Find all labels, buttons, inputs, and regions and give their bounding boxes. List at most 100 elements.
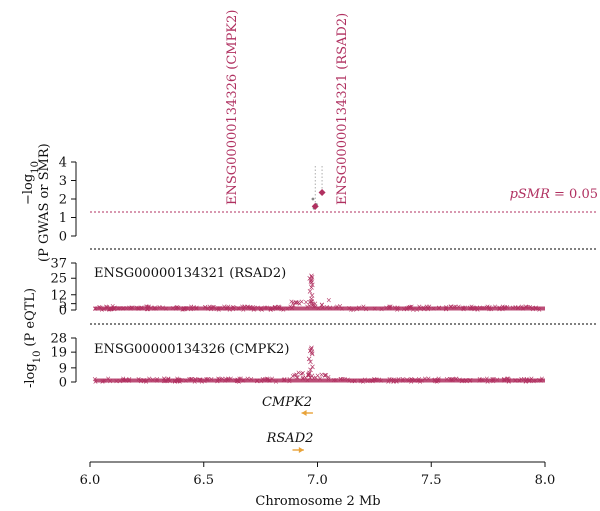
eqtl-point: ×: [300, 374, 306, 382]
eqtl-point: ×: [291, 301, 297, 309]
eqtl-baseline-band: [94, 378, 546, 383]
ylabel-gwas-rest: (P GWAS or SMR): [37, 143, 52, 262]
ylabel-eqtl: -log10 (P eQTL): [23, 288, 43, 388]
eqtl-peak-point: ×: [306, 354, 313, 363]
gwas-point: [311, 197, 315, 201]
eqtl-baseline-band: [94, 306, 546, 311]
y-tick-label-0-3: 3: [59, 174, 67, 189]
eqtl-point: ×: [295, 374, 301, 382]
eqtl-point: ×: [326, 373, 332, 381]
eqtl-point: ×: [293, 299, 299, 307]
eqtl-peak-point: ×: [307, 277, 314, 286]
y-tick-label-1-2: 12: [50, 288, 67, 303]
ylabel-gwas: −log10: [21, 161, 41, 205]
y-tick-label-1-1: 5: [59, 297, 67, 312]
eqtl-point: ×: [319, 302, 325, 310]
y-tick-label-1-0: 0: [59, 304, 67, 319]
eqtl-peak-point: ×: [307, 347, 314, 356]
eqtl-point: ×: [294, 374, 300, 382]
x-tick-label-4: 8.0: [535, 473, 556, 488]
eqtl-point: ×: [306, 372, 312, 380]
eqtl-point: ×: [297, 300, 303, 308]
x-tick-label-1: 6.5: [193, 473, 214, 488]
y-tick-label-2-0: 0: [59, 376, 67, 391]
y-tick-label-0-0: 0: [59, 230, 67, 245]
gene-arrow-head-cmpk2: [301, 410, 307, 416]
eqtl-point: ×: [307, 302, 313, 310]
eqtl-peak-point: ×: [309, 281, 316, 290]
eqtl-peak-point: ×: [309, 300, 316, 309]
ylabel-gwas-sub: 10: [30, 161, 41, 174]
eqtl-point: ×: [322, 372, 328, 380]
eqtl-point: ×: [294, 299, 300, 307]
eqtl-peak-point: ×: [306, 274, 313, 283]
eqtl-peak-point: ×: [308, 297, 315, 306]
eqtl-point: ×: [313, 374, 319, 382]
eqtl-peak-point: ×: [309, 301, 316, 310]
eqtl-peak-point: ×: [308, 295, 315, 304]
eqtl-point: ×: [295, 299, 301, 307]
eqtl-peak-point: ×: [307, 373, 314, 382]
eqtl-point: ×: [293, 371, 299, 379]
panel-title-cmpk2: ENSG00000134326 (CMPK2): [94, 342, 289, 357]
smr-point: [311, 202, 319, 210]
eqtl-peak-point: ×: [306, 369, 313, 378]
gene-arrow-head-rsad2: [298, 447, 304, 453]
eqtl-point: ×: [303, 374, 309, 382]
xlabel: Chromosome 2 Mb: [255, 494, 380, 509]
y-tick-label-2-3: 28: [50, 332, 67, 347]
psmr-label-suffix: = 0.05: [550, 187, 598, 202]
x-tick-label-3: 7.5: [421, 473, 442, 488]
eqtl-point: ×: [319, 371, 325, 379]
psmr-threshold-label: pSMR = 0.05: [510, 187, 598, 202]
y-tick-label-1-3: 25: [50, 272, 67, 287]
eqtl-point: ×: [300, 369, 306, 377]
ylabel-gwas-main: −log: [21, 174, 36, 205]
eqtl-point: ×: [291, 371, 297, 379]
eqtl-point: ×: [326, 296, 332, 304]
eqtl-point: ×: [312, 300, 318, 308]
eqtl-peak-point: ×: [308, 278, 315, 287]
eqtl-point: ×: [307, 298, 313, 306]
ylabel-eqtl-main: -log: [23, 363, 38, 388]
y-tick-label-0-1: 1: [59, 211, 67, 226]
eqtl-point: ×: [315, 372, 321, 380]
x-tick-label-2: 7.0: [307, 473, 328, 488]
eqtl-point: ×: [292, 299, 298, 307]
gene-label-cmpk2: CMPK2: [262, 395, 312, 410]
panel-title-rsad2: ENSG00000134321 (RSAD2): [94, 266, 286, 281]
eqtl-point: ×: [290, 299, 296, 307]
y-tick-label-0-2: 2: [59, 193, 67, 208]
y-tick-label-2-2: 19: [50, 346, 67, 361]
eqtl-peak-point: ×: [309, 350, 316, 359]
smr-point: [318, 189, 326, 197]
ylabel-eqtl-rest: (P eQTL): [23, 288, 38, 347]
eqtl-point: ×: [323, 371, 329, 379]
eqtl-point: ×: [299, 298, 305, 306]
eqtl-peak-point: ×: [308, 343, 315, 352]
eqtl-peak-point: ×: [309, 372, 316, 381]
eqtl-point: ×: [322, 372, 328, 380]
gene-label-rsad2: RSAD2: [266, 431, 314, 446]
eqtl-point: ×: [305, 371, 311, 379]
eqtl-point: ×: [289, 298, 295, 306]
eqtl-peak-point: ×: [307, 365, 314, 374]
ylabel-eqtl-sub: 10: [32, 351, 43, 364]
eqtl-peak-point: ×: [308, 272, 315, 281]
eqtl-peak-point: ×: [307, 358, 314, 367]
eqtl-point: ×: [290, 373, 296, 381]
eqtl-peak-point: ×: [307, 287, 314, 296]
psmr-label-prefix: pSMR: [510, 187, 551, 202]
eqtl-peak-point: ×: [308, 345, 315, 354]
y-tick-label-0-4: 4: [59, 156, 67, 171]
eqtl-point: ×: [296, 369, 302, 377]
eqtl-peak-point: ×: [306, 370, 313, 379]
eqtl-point: ×: [319, 301, 325, 309]
probe-label-rsad2: ENSG00000134321 (RSAD2): [335, 13, 350, 205]
eqtl-point: ×: [306, 372, 312, 380]
y-tick-label-1-4: 37: [50, 257, 67, 272]
eqtl-peak-point: ×: [309, 362, 316, 371]
